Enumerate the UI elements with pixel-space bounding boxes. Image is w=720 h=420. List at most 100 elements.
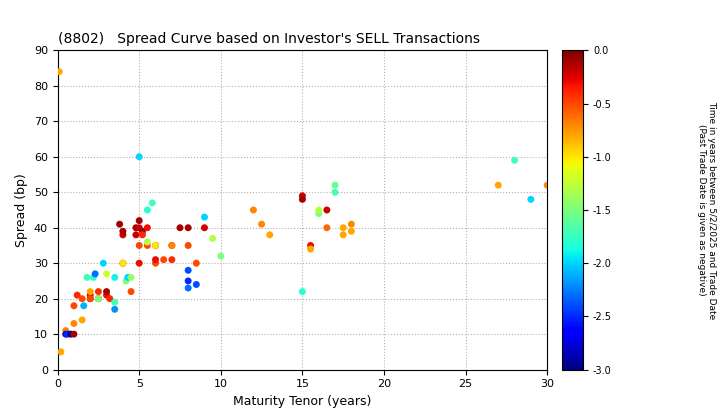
Point xyxy=(191,281,202,288)
Point xyxy=(158,256,169,263)
Point xyxy=(321,224,333,231)
Point xyxy=(142,207,153,213)
Point xyxy=(182,224,194,231)
Point xyxy=(117,231,129,238)
Point xyxy=(199,224,210,231)
Point xyxy=(55,349,67,355)
Point xyxy=(137,228,148,235)
Y-axis label: Spread (bp): Spread (bp) xyxy=(15,173,28,247)
Point xyxy=(329,189,341,196)
Point xyxy=(142,242,153,249)
Point xyxy=(137,231,148,238)
Point xyxy=(182,242,194,249)
Point xyxy=(525,196,536,203)
Point xyxy=(130,224,142,231)
Point xyxy=(305,246,316,252)
Point xyxy=(133,224,145,231)
Point xyxy=(109,299,120,306)
Point xyxy=(264,231,276,238)
Point xyxy=(88,274,99,281)
Point xyxy=(60,327,71,334)
Point xyxy=(182,285,194,291)
Point xyxy=(166,242,178,249)
X-axis label: Maturity Tenor (years): Maturity Tenor (years) xyxy=(233,395,372,408)
Point xyxy=(509,157,521,164)
Point xyxy=(256,221,267,228)
Point xyxy=(150,256,161,263)
Point xyxy=(297,196,308,203)
Point xyxy=(101,292,112,299)
Point xyxy=(215,253,227,260)
Point xyxy=(321,207,333,213)
Point xyxy=(97,260,109,267)
Point xyxy=(78,302,89,309)
Point xyxy=(305,242,316,249)
Point xyxy=(130,231,142,238)
Point xyxy=(68,302,80,309)
Point xyxy=(182,267,194,274)
Point xyxy=(125,274,137,281)
Point xyxy=(53,68,65,75)
Point xyxy=(125,288,137,295)
Point xyxy=(109,306,120,312)
Point xyxy=(71,292,83,299)
Point xyxy=(114,221,125,228)
Point xyxy=(142,239,153,245)
Point xyxy=(346,228,357,235)
Point xyxy=(117,260,129,267)
Point xyxy=(101,270,112,277)
Point xyxy=(81,274,93,281)
Point xyxy=(338,224,349,231)
Point xyxy=(65,331,76,338)
Point xyxy=(89,270,101,277)
Point xyxy=(142,224,153,231)
Point xyxy=(146,200,158,206)
Point xyxy=(84,295,96,302)
Point xyxy=(150,242,161,249)
Point xyxy=(199,214,210,220)
Point xyxy=(76,317,88,323)
Point xyxy=(191,260,202,267)
Point xyxy=(133,260,145,267)
Point xyxy=(166,242,178,249)
Point xyxy=(313,207,325,213)
Point xyxy=(166,256,178,263)
Point xyxy=(492,182,504,189)
Point xyxy=(133,217,145,224)
Point xyxy=(84,288,96,295)
Point xyxy=(297,288,308,295)
Point xyxy=(93,288,104,295)
Point xyxy=(313,210,325,217)
Point xyxy=(297,192,308,199)
Point xyxy=(150,242,161,249)
Point xyxy=(84,295,96,302)
Text: Time in years between 5/2/2025 and Trade Date
(Past Trade Date is given as negat: Time in years between 5/2/2025 and Trade… xyxy=(697,101,716,319)
Point xyxy=(338,231,349,238)
Point xyxy=(68,331,80,338)
Point xyxy=(117,260,129,267)
Point xyxy=(150,260,161,267)
Point xyxy=(101,288,112,295)
Point xyxy=(541,182,553,189)
Point xyxy=(120,278,132,284)
Point xyxy=(346,221,357,228)
Point xyxy=(104,295,116,302)
Point xyxy=(117,228,129,235)
Point xyxy=(93,295,104,302)
Point xyxy=(93,295,104,302)
Point xyxy=(109,274,120,281)
Point xyxy=(174,224,186,231)
Point xyxy=(68,320,80,327)
Point xyxy=(133,242,145,249)
Point xyxy=(207,235,218,242)
Point xyxy=(76,295,88,302)
Point xyxy=(182,278,194,284)
Point xyxy=(84,292,96,299)
Point xyxy=(122,274,133,281)
Point xyxy=(133,153,145,160)
Point xyxy=(248,207,259,213)
Point xyxy=(62,331,73,338)
Text: (8802)   Spread Curve based on Investor's SELL Transactions: (8802) Spread Curve based on Investor's … xyxy=(58,32,480,47)
Point xyxy=(60,331,71,338)
Point xyxy=(329,182,341,189)
